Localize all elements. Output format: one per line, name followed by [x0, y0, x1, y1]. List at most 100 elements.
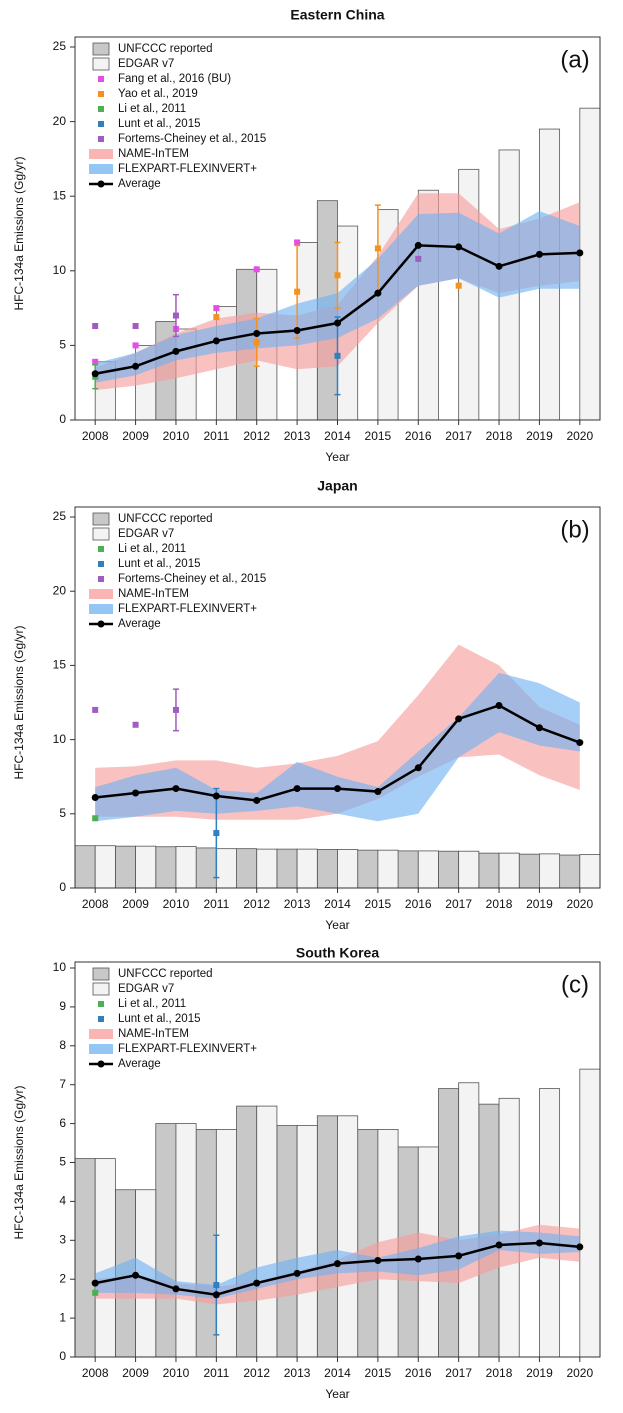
average-marker — [374, 1257, 382, 1265]
y-tick-label: 9 — [59, 999, 66, 1013]
data-point — [92, 706, 99, 713]
legend-swatch — [98, 1016, 104, 1022]
bar — [175, 1123, 197, 1358]
y-tick-label: 20 — [53, 114, 67, 128]
panel: South Korea 0 1 2 3 4 5 6 7 8 9 10 2008 2009 2010 2011 2… — [12, 945, 601, 1401]
y-tick-label: 2 — [59, 1271, 66, 1285]
legend-label: UNFCCC reported — [118, 43, 213, 55]
bar — [438, 850, 460, 889]
x-tick-label: 2014 — [324, 1366, 351, 1380]
bar — [417, 850, 439, 889]
panel-label: (b) — [560, 516, 589, 543]
bar — [94, 845, 116, 889]
y-tick-label: 1 — [59, 1310, 66, 1324]
data-point — [92, 358, 99, 365]
legend-swatch — [97, 620, 105, 628]
y-tick-label: 20 — [53, 583, 67, 597]
x-tick-label: 2020 — [566, 429, 593, 443]
y-tick-label: 25 — [53, 509, 67, 523]
bar — [478, 852, 500, 889]
x-tick-label: 2016 — [405, 897, 432, 911]
bar — [215, 848, 237, 889]
average-marker — [334, 319, 341, 327]
legend-swatch — [89, 1044, 113, 1054]
x-tick-label: 2017 — [445, 897, 472, 911]
average-marker — [91, 1279, 99, 1287]
y-tick-label: 5 — [59, 806, 66, 820]
x-tick-label: 2013 — [284, 429, 311, 443]
average-marker — [374, 788, 382, 796]
average-marker — [576, 1243, 584, 1251]
bar — [155, 846, 177, 889]
legend-label: Li et al., 2011 — [118, 103, 186, 115]
legend-label: Average — [118, 618, 161, 630]
average-marker — [495, 1241, 503, 1249]
y-tick-label: 0 — [59, 1349, 66, 1363]
data-point — [334, 272, 341, 279]
y-tick-label: 6 — [59, 1116, 66, 1130]
bar — [195, 1129, 217, 1358]
legend-swatch — [98, 121, 104, 127]
data-point — [172, 312, 179, 319]
x-tick-label: 2013 — [284, 897, 311, 911]
x-tick-label: 2014 — [324, 429, 351, 443]
bar — [357, 1129, 379, 1358]
x-tick-label: 2012 — [243, 1366, 270, 1380]
average-marker — [535, 724, 543, 732]
x-tick-label: 2009 — [122, 1366, 149, 1380]
x-tick-label: 2016 — [405, 429, 432, 443]
x-tick-label: 2015 — [365, 1366, 392, 1380]
data-point — [294, 288, 301, 295]
data-point — [92, 815, 99, 822]
x-tick-label: 2018 — [486, 1366, 513, 1380]
bar — [478, 1103, 500, 1358]
chart-title: South Korea — [296, 945, 379, 961]
x-tick-label: 2018 — [486, 429, 513, 443]
x-tick-label: 2010 — [163, 897, 190, 911]
average-marker — [334, 785, 341, 793]
average-marker — [293, 326, 301, 334]
data-point — [132, 342, 139, 349]
y-axis-label: HFC-134a Emissions (Gg/yr) — [12, 625, 26, 779]
uncertainty-band — [95, 644, 580, 820]
data-point — [334, 352, 341, 359]
chart-title: Eastern China — [290, 7, 384, 23]
bar — [539, 853, 561, 889]
bar — [316, 849, 338, 889]
bar — [316, 1115, 338, 1358]
average-marker — [212, 337, 220, 345]
x-tick-label: 2019 — [526, 1366, 553, 1380]
average-marker — [374, 289, 382, 297]
average-marker — [414, 1255, 422, 1263]
bar — [175, 846, 197, 889]
legend-swatch — [89, 1029, 113, 1039]
legend-swatch — [98, 76, 104, 82]
legend-label: Yao et al., 2019 — [118, 88, 198, 100]
panel-label: (c) — [561, 971, 589, 998]
legend-label: Lunt et al., 2015 — [118, 558, 200, 570]
legend-swatch — [92, 527, 110, 541]
y-tick-label: 15 — [53, 658, 67, 672]
y-tick-label: 4 — [59, 1194, 66, 1208]
x-tick-label: 2018 — [486, 897, 513, 911]
average-marker — [495, 262, 503, 270]
data-point — [415, 255, 422, 262]
bar — [155, 1123, 177, 1358]
legend-label: FLEXPART-FLEXINVERT+ — [118, 1043, 257, 1055]
panel: Eastern China 0 5 10 15 20 25 2008 2009 2010 2011 2… — [12, 7, 601, 464]
legend-swatch — [97, 180, 105, 188]
data-point — [172, 706, 179, 713]
average-marker — [212, 1291, 220, 1299]
legend-swatch — [98, 576, 104, 582]
y-tick-label: 5 — [59, 338, 66, 352]
bar — [458, 850, 480, 889]
data-point — [132, 721, 139, 728]
average-marker — [455, 715, 463, 723]
average-marker — [132, 789, 140, 797]
bar — [276, 1125, 298, 1358]
legend-swatch — [98, 106, 104, 112]
data-point — [132, 323, 139, 330]
average-marker — [253, 1279, 261, 1287]
x-tick-label: 2011 — [203, 1366, 229, 1380]
